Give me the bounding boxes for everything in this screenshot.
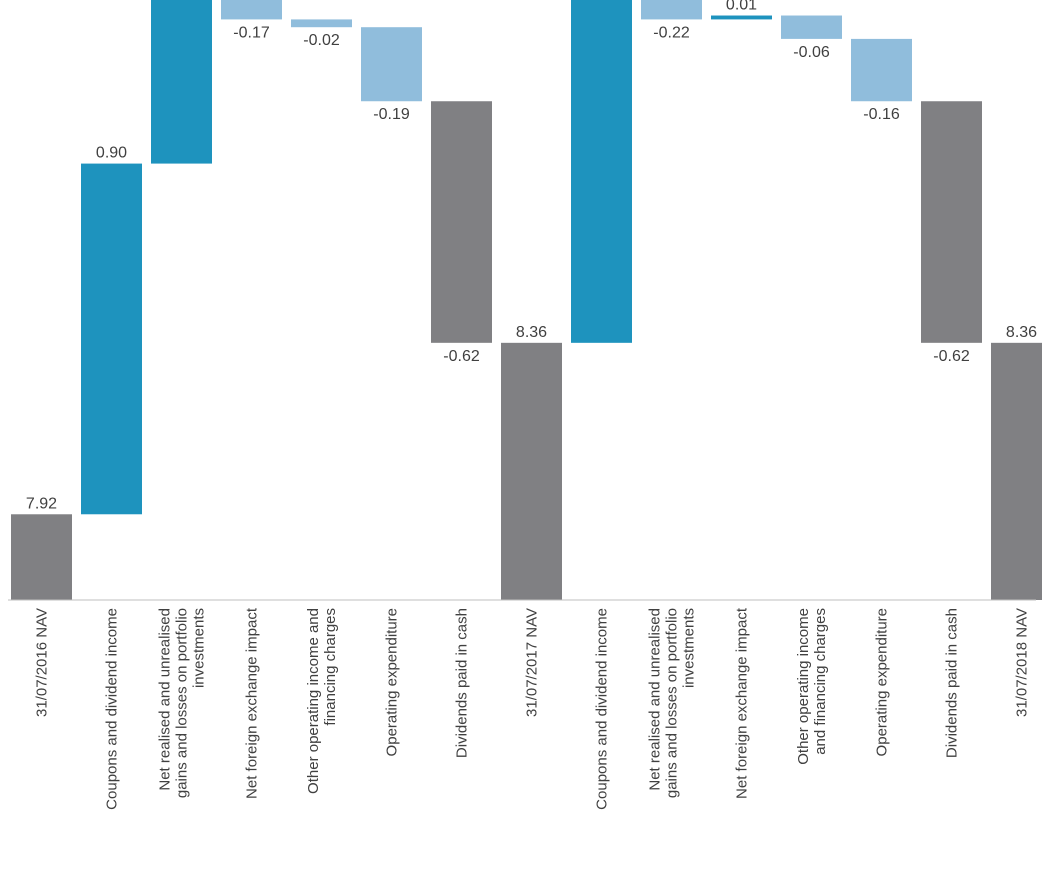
category-label-7: Dividends paid in cash: [454, 608, 471, 758]
bar-4: [221, 0, 282, 20]
category-label-3: Net realised and unrealised gains and los…: [157, 608, 208, 798]
category-label-13: Operating expenditure: [874, 608, 891, 756]
value-label-11: 0.01: [726, 0, 757, 14]
value-label-12: -0.06: [793, 44, 830, 61]
category-label-line: Dividends paid in cash: [944, 608, 961, 758]
category-label-line: 31/07/2016 NAV: [34, 608, 51, 717]
category-label-line: Coupons and dividend income: [104, 608, 121, 810]
category-label-12: Other operating income and financing char…: [795, 608, 829, 765]
category-label-line: gains and losses on portfolio: [664, 608, 681, 798]
value-label-8: 8.36: [516, 324, 547, 341]
category-label-line: gains and losses on portfolio: [174, 608, 191, 798]
category-label-line: Net foreign exchange impact: [734, 607, 751, 799]
category-label-8: 31/07/2017 NAV: [524, 608, 541, 717]
bar-5: [291, 19, 352, 28]
category-label-15: 31/07/2018 NAV: [1014, 608, 1031, 717]
category-label-line: Dividends paid in cash: [454, 608, 471, 758]
category-label-line: investments: [191, 608, 208, 688]
category-label-line: Other operating income: [795, 608, 812, 765]
bar-9: [571, 0, 632, 343]
value-label-1: 7.92: [26, 495, 57, 512]
category-label-line: financing charges: [322, 608, 339, 726]
bar-3: [151, 0, 212, 164]
bar-7: [431, 101, 492, 343]
bar-12: [781, 15, 842, 39]
bar-2: [81, 163, 142, 515]
category-label-4: Net foreign exchange impact: [244, 607, 261, 799]
value-label-4: -0.17: [233, 24, 270, 41]
category-label-2: Coupons and dividend income: [104, 608, 121, 810]
category-label-line: Coupons and dividend income: [594, 608, 611, 810]
bar-14: [921, 101, 982, 343]
bar-10: [641, 0, 702, 20]
bar-11: [711, 15, 772, 20]
value-label-5: -0.02: [303, 32, 340, 49]
value-label-2: 0.90: [96, 145, 127, 162]
category-label-6: Operating expenditure: [384, 608, 401, 756]
category-label-5: Other operating income and financing char…: [305, 608, 339, 794]
value-label-13: -0.16: [863, 106, 900, 123]
bar-15: [991, 342, 1042, 600]
value-label-6: -0.19: [373, 106, 410, 123]
category-label-line: 31/07/2018 NAV: [1014, 608, 1031, 717]
category-label-14: Dividends paid in cash: [944, 608, 961, 758]
value-label-14: -0.62: [933, 348, 970, 365]
value-label-10: -0.22: [653, 24, 690, 41]
value-label-7: -0.62: [443, 348, 480, 365]
category-label-line: 31/07/2017 NAV: [524, 608, 541, 717]
bar-13: [851, 38, 912, 102]
bar-1: [11, 514, 72, 600]
category-label-line: investments: [681, 608, 698, 688]
category-label-1: 31/07/2016 NAV: [34, 608, 51, 717]
category-label-line: Net realised and unrealised: [647, 608, 664, 791]
category-labels-layer: 31/07/2016 NAV Coupons and dividend incom…: [34, 607, 1031, 810]
bars-layer: [11, 0, 1042, 600]
category-label-line: Operating expenditure: [874, 608, 891, 756]
category-label-10: Net realised and unrealised gains and los…: [647, 608, 698, 798]
category-label-line: Operating expenditure: [384, 608, 401, 756]
bar-6: [361, 27, 422, 102]
category-label-line: Other operating income and: [305, 608, 322, 794]
bar-8: [501, 342, 562, 600]
value-label-15: 8.36: [1006, 324, 1037, 341]
value-labels-layer: 7.920.900.54-0.17-0.02-0.19-0.628.361.05…: [26, 0, 1037, 512]
category-label-line: Net foreign exchange impact: [244, 607, 261, 799]
category-label-9: Coupons and dividend income: [594, 608, 611, 810]
category-label-11: Net foreign exchange impact: [734, 607, 751, 799]
category-label-line: Net realised and unrealised: [157, 608, 174, 791]
category-label-line: and financing charges: [812, 608, 829, 755]
